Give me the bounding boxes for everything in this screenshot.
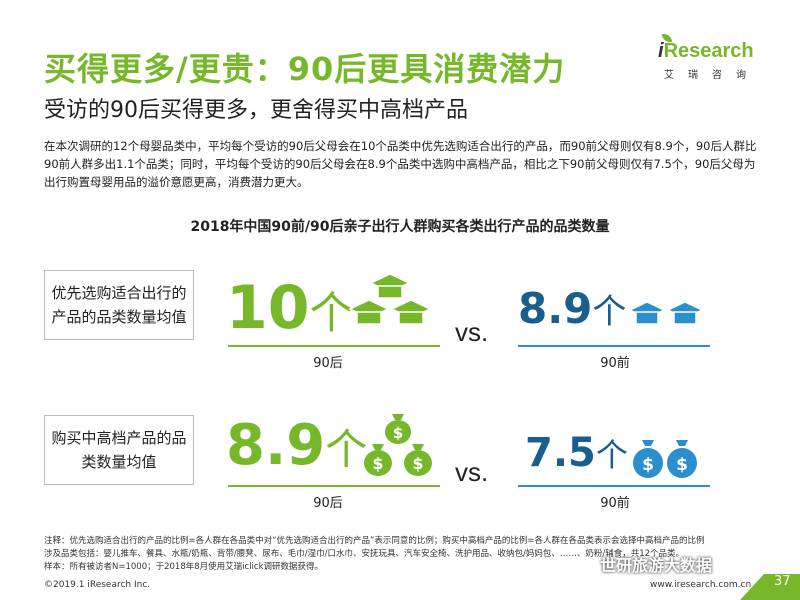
row1-left-tag: 90后	[313, 356, 343, 371]
row2-right-tag: 90前	[600, 496, 630, 511]
footnote-line: 注释：优先选购适合出行的产品的比例=各人群在各品类中对“优先选购适合出行的产品”…	[44, 536, 705, 546]
graduation-cap-icon	[348, 273, 432, 325]
footnote-line: 样本：所有被访者N=1000；于2018年8月使用艾瑞iclick调研数据获得。	[44, 562, 324, 572]
svg-text:$: $	[393, 424, 403, 442]
page-number: 37	[774, 574, 791, 589]
footnote-line: 涉及品类包括：婴儿推车、餐具、水瓶/奶瓶、背带/腰凳、尿布、毛巾/湿巾/口水巾、…	[44, 549, 685, 559]
chart-title: 2018年中国90前/90后亲子出行人群购买各类出行产品的品类数量	[190, 219, 610, 235]
row-label-premium-products: 购买中高档产品的品类数量均值	[44, 415, 194, 485]
svg-text:$: $	[676, 455, 688, 475]
site-url: www.iresearch.com.cn	[650, 580, 752, 590]
page-subtitle: 受访的90后买得更多，更舍得买中高档产品	[44, 98, 468, 123]
row1-right-tag: 90前	[600, 356, 630, 371]
row2-vs: vs.	[455, 457, 489, 487]
row2-left-tag: 90后	[313, 496, 343, 511]
row2-right-underline	[518, 485, 710, 487]
svg-text:$: $	[372, 454, 383, 473]
row1-right-underline	[518, 345, 710, 347]
row1-right-value: 8.9个	[518, 284, 627, 333]
money-bag-icon: $ $	[633, 440, 697, 478]
row2-left-value: 8.9个	[226, 413, 368, 478]
money-bag-icon: $ $ $	[364, 414, 432, 476]
logo-cn: 艾瑞咨询	[664, 70, 760, 81]
svg-text:$: $	[412, 454, 423, 473]
graduation-cap-icon	[628, 301, 704, 325]
intro-paragraph: 在本次调研的12个母婴品类中，平均每个受访的90后父母会在10个品类中优先选购适…	[44, 139, 757, 189]
row-label-travel-products: 优先选购适合出行的产品的品类数量均值	[44, 270, 194, 340]
row1-left-underline	[228, 345, 440, 347]
logo-brand: iResearch	[658, 40, 754, 62]
footnote: 注释：优先选购适合出行的产品的比例=各人群在各品类中对“优先选购适合出行的产品”…	[44, 535, 764, 574]
row2-left-underline	[228, 485, 440, 487]
row2-right-value: 7.5个	[525, 430, 628, 476]
page-title: 买得更多/更贵：90后更具消费潜力	[44, 50, 566, 88]
svg-text:$: $	[642, 455, 654, 475]
row1-vs: vs.	[455, 317, 489, 347]
row1-left-value: 10个	[226, 273, 354, 343]
watermark: 世研旅游大数据	[600, 556, 713, 575]
leaf-icon	[662, 34, 672, 42]
copyright: ©2019.1 iResearch Inc.	[44, 580, 151, 590]
iresearch-logo: iResearch 艾瑞咨询	[658, 34, 760, 81]
